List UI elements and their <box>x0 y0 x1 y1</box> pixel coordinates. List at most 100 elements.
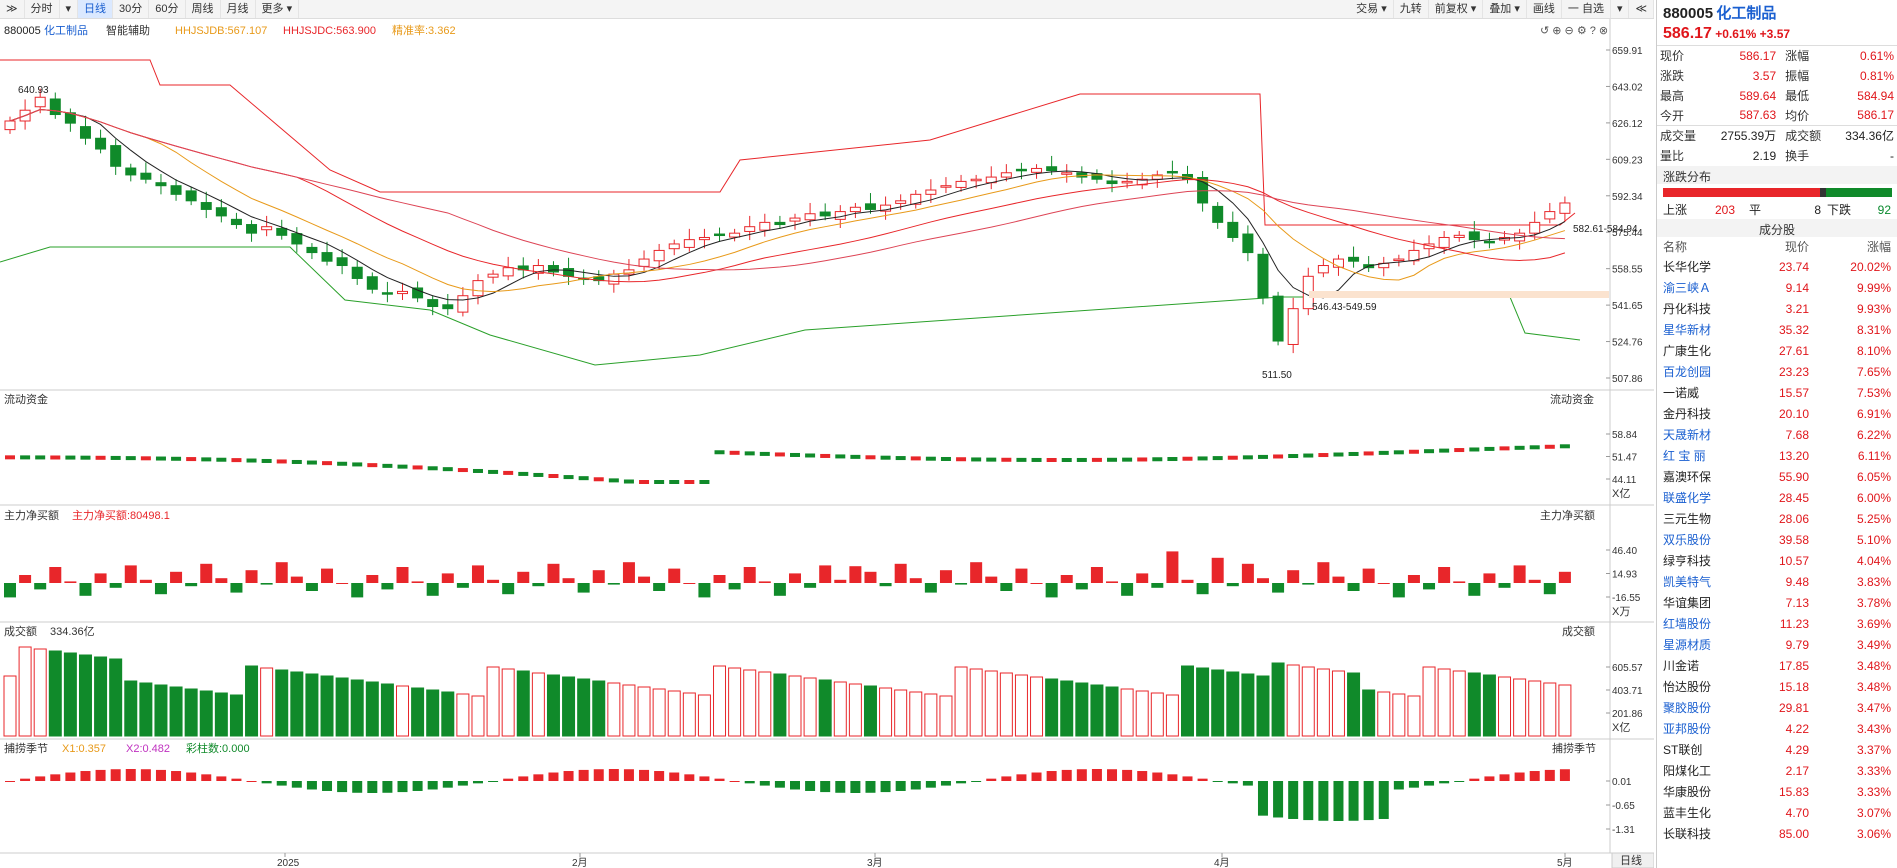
turnover-bar <box>1437 668 1451 737</box>
component-row[interactable]: 双乐股份 39.58 5.10% <box>1657 530 1897 551</box>
net-buy-bar <box>94 573 107 583</box>
component-row[interactable]: 聚胶股份 29.81 3.47% <box>1657 698 1897 719</box>
net-buy-bar <box>230 583 243 593</box>
net-buy-bar <box>154 583 167 595</box>
season-bar <box>231 778 242 781</box>
component-pct: 3.06% <box>1856 826 1891 841</box>
component-row[interactable]: 凯美特气 9.48 3.83% <box>1657 572 1897 593</box>
net-buy-bar <box>1302 583 1315 585</box>
turnover-bar <box>969 668 983 737</box>
net-buy-bar <box>1392 583 1405 598</box>
net-buy-bar <box>1468 583 1481 596</box>
trade-button[interactable]: 交易 ▾ <box>1350 0 1394 18</box>
component-row[interactable]: 长联科技 85.00 3.06% <box>1657 824 1897 845</box>
turnover-bar <box>577 678 591 737</box>
component-row[interactable]: 金丹科技 20.10 6.91% <box>1657 404 1897 425</box>
period-switch-button[interactable] <box>1611 852 1654 868</box>
component-row[interactable]: 渝三峡Ａ 9.14 9.99% <box>1657 278 1897 299</box>
component-row[interactable]: ST联创 4.29 3.37% <box>1657 740 1897 761</box>
collapse-icon[interactable]: ≪ <box>1629 0 1654 18</box>
net-buy-bar <box>185 583 198 587</box>
turnover-bar <box>350 679 364 737</box>
liquidity-mark <box>1408 449 1419 454</box>
component-pct: 3.47% <box>1856 700 1891 715</box>
liquidity-mark <box>1182 456 1193 461</box>
component-row[interactable]: 星华新材 35.32 8.31% <box>1657 320 1897 341</box>
watchlist-dropdown-icon[interactable]: ▾ <box>1611 0 1630 18</box>
component-row[interactable]: 华谊集团 7.13 3.78% <box>1657 593 1897 614</box>
net-buy-bar <box>1106 581 1119 583</box>
watchlist-button[interactable]: 一 自选 <box>1562 0 1611 18</box>
jiuzhuan-button[interactable]: 九转 <box>1394 0 1429 18</box>
candle-body <box>336 257 348 267</box>
component-row[interactable]: 绿亨科技 10.57 4.04% <box>1657 551 1897 572</box>
liquidity-mark <box>1016 457 1027 462</box>
component-row[interactable]: 三元生物 28.06 5.25% <box>1657 509 1897 530</box>
component-pct: 3.33% <box>1856 763 1891 778</box>
component-name: 凯美特气 <box>1663 574 1712 589</box>
component-row[interactable]: 蓝丰生化 4.70 3.07% <box>1657 803 1897 824</box>
component-row[interactable]: 川金诺 17.85 3.48% <box>1657 656 1897 677</box>
component-row[interactable]: 怡达股份 15.18 3.48% <box>1657 677 1897 698</box>
component-row[interactable]: 华康股份 15.83 3.33% <box>1657 782 1897 803</box>
chart-area[interactable]: 880005 化工制品 智能辅助 HHJSJDB:567.107 HHJSJDC… <box>0 19 1654 868</box>
component-row[interactable]: 阳煤化工 2.17 3.33% <box>1657 761 1897 782</box>
period-60min[interactable]: 60分 <box>149 0 186 18</box>
turnover-bar <box>260 667 274 737</box>
component-row[interactable]: 嘉澳环保 55.90 6.05% <box>1657 467 1897 488</box>
component-row[interactable]: 联盛化学 28.45 6.00% <box>1657 488 1897 509</box>
candle-body <box>397 290 408 295</box>
period-more[interactable]: 更多 ▾ <box>256 0 300 18</box>
period-monthly[interactable]: 月线 <box>221 0 256 18</box>
component-row[interactable]: 广康生化 27.61 8.10% <box>1657 341 1897 362</box>
turnover-bar <box>1301 666 1315 737</box>
col-pct[interactable]: 涨幅 <box>1866 239 1891 254</box>
component-row[interactable]: 亚邦股份 4.22 3.43% <box>1657 719 1897 740</box>
component-row[interactable]: 百龙创园 23.23 7.65% <box>1657 362 1897 383</box>
dropdown-icon[interactable]: ▾ <box>60 0 79 18</box>
candle-body <box>683 239 695 248</box>
component-pct: 3.69% <box>1856 616 1891 631</box>
turnover-bar <box>1150 692 1164 737</box>
quote-pct: +0.61% <box>1715 27 1757 41</box>
component-row[interactable]: 长华化学 23.74 20.02% <box>1657 257 1897 278</box>
net-buy-bar <box>1151 583 1164 588</box>
quote-name[interactable]: 化工制品 <box>1716 5 1777 22</box>
season-bar <box>910 781 921 790</box>
overlay-button[interactable]: 叠加 ▾ <box>1483 0 1527 18</box>
component-row[interactable]: 红 宝 丽 13.20 6.11% <box>1657 446 1897 467</box>
net-buy-bar <box>200 563 213 583</box>
assist-toggle[interactable]: 智能辅助 <box>106 23 150 37</box>
season-bar <box>65 772 76 781</box>
season-bar <box>608 769 619 781</box>
component-price: 39.58 <box>1778 532 1809 547</box>
liquidity-mark <box>1273 454 1284 459</box>
turnover-bar <box>396 685 409 737</box>
draw-button[interactable]: 画线 <box>1527 0 1562 18</box>
season-bar <box>186 772 197 781</box>
component-row[interactable]: 天晟新材 7.68 6.22% <box>1657 425 1897 446</box>
liquidity-mark <box>1559 444 1570 449</box>
component-name: 嘉澳环保 <box>1663 469 1712 484</box>
net-buy-bar <box>592 570 605 583</box>
component-row[interactable]: 红墙股份 11.23 3.69% <box>1657 614 1897 635</box>
period-30min[interactable]: 30分 <box>113 0 150 18</box>
adjust-button[interactable]: 前复权 ▾ <box>1429 0 1484 18</box>
component-row[interactable]: 一诺威 15.57 7.53% <box>1657 383 1897 404</box>
component-row[interactable]: 星源材质 9.79 3.49% <box>1657 635 1897 656</box>
net-buy-bar <box>305 583 318 591</box>
panel-tools-icons[interactable]: ↺ ⊕ ⊖ ⚙ ? ⊗ <box>1540 25 1608 37</box>
component-row[interactable]: 丹化科技 3.21 9.93% <box>1657 299 1897 320</box>
period-weekly[interactable]: 周线 <box>186 0 221 18</box>
expand-icon[interactable]: ≫ <box>0 0 25 18</box>
period-daily[interactable]: 日线 <box>78 0 114 18</box>
component-name: 长华化学 <box>1663 259 1712 274</box>
season-bar <box>1031 772 1042 781</box>
candle-body <box>276 227 288 236</box>
col-name[interactable]: 名称 <box>1663 239 1688 254</box>
candle-body <box>1529 221 1541 234</box>
component-price: 13.20 <box>1778 448 1809 463</box>
turnover-bar <box>758 671 772 737</box>
period-fenshi[interactable]: 分时 <box>25 0 60 18</box>
col-price[interactable]: 现价 <box>1784 239 1809 254</box>
